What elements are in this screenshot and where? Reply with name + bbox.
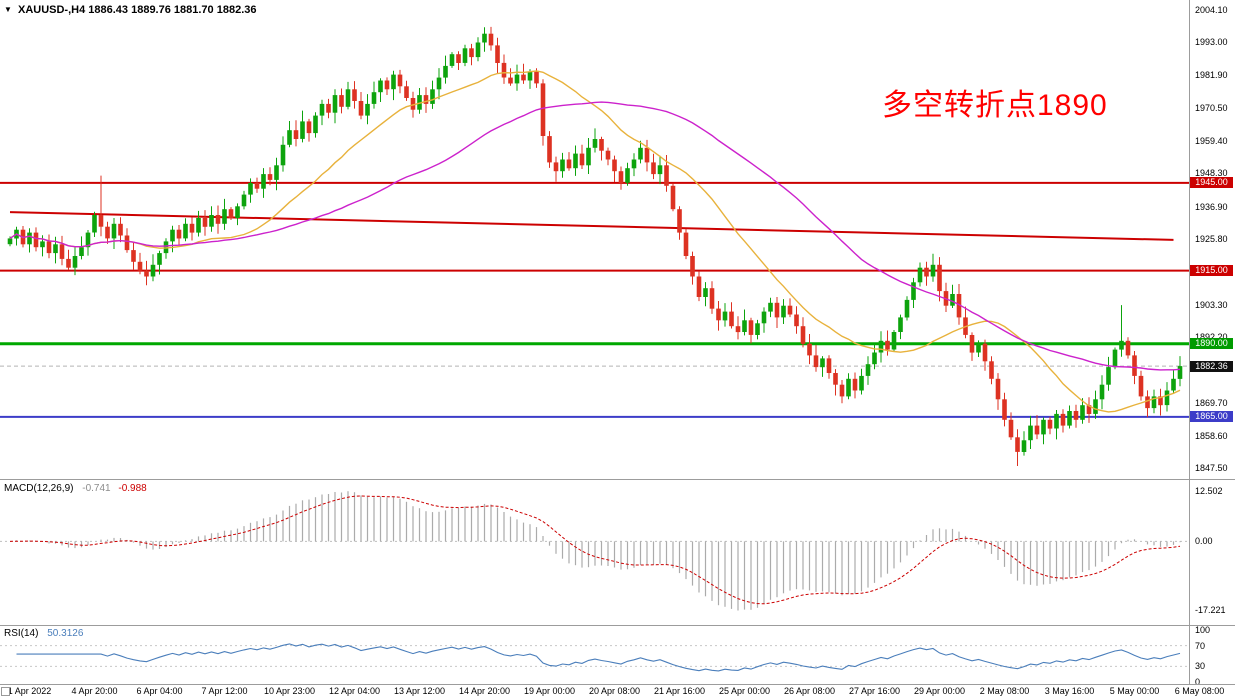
macd-indicator-header: MACD(12,26,9) -0.741 -0.988 xyxy=(4,483,147,494)
time-axis-label: 4 Apr 20:00 xyxy=(71,686,118,696)
price-axis-label: 1948.30 xyxy=(1195,168,1228,179)
time-axis-label: 12 Apr 04:00 xyxy=(328,686,381,696)
macd-axis-label: -17.221 xyxy=(1195,605,1226,616)
time-axis-label: 2 May 08:00 xyxy=(979,686,1030,696)
rsi-value: 50.3126 xyxy=(47,628,84,639)
time-axis-label: 10 Apr 23:00 xyxy=(263,686,316,696)
time-axis-label: 6 May 08:00 xyxy=(1174,686,1225,696)
price-axis-label: 1858.60 xyxy=(1195,430,1228,441)
rsi-label: RSI(14) xyxy=(4,628,39,639)
time-axis-label: 1 Apr 2022 xyxy=(7,686,52,696)
price-axis-border xyxy=(1189,0,1190,684)
macd-signal-value: -0.988 xyxy=(118,483,147,494)
time-axis-label: 29 Apr 00:00 xyxy=(913,686,966,696)
chart-marker-icon: ▼ xyxy=(4,5,12,14)
price-axis-label: 1869.70 xyxy=(1195,398,1228,409)
price-axis-label: 1993.00 xyxy=(1195,37,1228,48)
price-level-badge: 1882.36 xyxy=(1190,360,1233,372)
price-axis-label: 1959.40 xyxy=(1195,135,1228,146)
panel-splitter-macd[interactable] xyxy=(0,479,1235,480)
time-axis-label: 6 Apr 04:00 xyxy=(136,686,183,696)
time-axis-label: 27 Apr 16:00 xyxy=(848,686,901,696)
price-axis-label: 1847.50 xyxy=(1195,463,1228,474)
macd-main-value: -0.741 xyxy=(82,483,111,494)
price-axis-label: 1981.90 xyxy=(1195,69,1228,80)
rsi-axis-label: 30 xyxy=(1195,661,1206,672)
time-axis-border xyxy=(0,684,1235,685)
macd-axis-label: 0.00 xyxy=(1195,536,1213,547)
rsi-indicator-header: RSI(14) 50.3126 xyxy=(4,628,83,639)
macd-label: MACD(12,26,9) xyxy=(4,483,74,494)
rsi-axis-label: 70 xyxy=(1195,640,1206,651)
time-axis-label: 3 May 16:00 xyxy=(1044,686,1095,696)
time-axis-label: 20 Apr 08:00 xyxy=(588,686,641,696)
price-level-badge: 1890.00 xyxy=(1190,338,1233,350)
time-axis-label: 7 Apr 12:00 xyxy=(201,686,248,696)
chart-ohlc-header: ▼ XAUUSD-,H4 1886.43 1889.76 1881.70 188… xyxy=(4,4,257,16)
time-axis-label: 25 Apr 00:00 xyxy=(718,686,771,696)
macd-axis-label: 12.502 xyxy=(1195,486,1223,497)
time-axis[interactable]: 1 Apr 2022 4 Apr 20:00 6 Apr 04:00 7 Apr 12… xyxy=(0,685,1235,697)
rsi-axis-label: 0 xyxy=(1195,677,1201,687)
price-level-badge: 1945.00 xyxy=(1190,177,1233,189)
time-axis-label: 5 May 00:00 xyxy=(1109,686,1160,696)
price-axis-label: 1892.20 xyxy=(1195,332,1228,342)
annotation-text: 多空转折点1890 xyxy=(882,89,1108,122)
price-axis-label: 1936.90 xyxy=(1195,201,1228,212)
time-axis-label: 21 Apr 16:00 xyxy=(653,686,706,696)
price-level-badge: 1915.00 xyxy=(1190,265,1233,277)
time-axis-label: 26 Apr 08:00 xyxy=(783,686,836,696)
price-axis-label: 1925.80 xyxy=(1195,234,1228,245)
price-axis-label: 2004.10 xyxy=(1195,5,1228,15)
scroll-corner-box xyxy=(1,687,10,696)
time-axis-label: 13 Apr 12:00 xyxy=(393,686,446,696)
price-axis[interactable]: 2004.10 1993.00 1981.90 1970.50 1959.40 1948.… xyxy=(1189,0,1235,687)
time-axis-label: 14 Apr 20:00 xyxy=(458,686,511,696)
price-axis-label: 1970.50 xyxy=(1195,103,1228,114)
panel-splitter-rsi[interactable] xyxy=(0,625,1235,626)
time-axis-label: 19 Apr 00:00 xyxy=(523,686,576,696)
price-axis-label: 1903.30 xyxy=(1195,299,1228,310)
price-level-badge: 1865.00 xyxy=(1190,411,1233,423)
rsi-axis-label: 100 xyxy=(1195,625,1211,635)
chart-ohlc-text: XAUUSD-,H4 1886.43 1889.76 1881.70 1882.… xyxy=(17,4,257,16)
